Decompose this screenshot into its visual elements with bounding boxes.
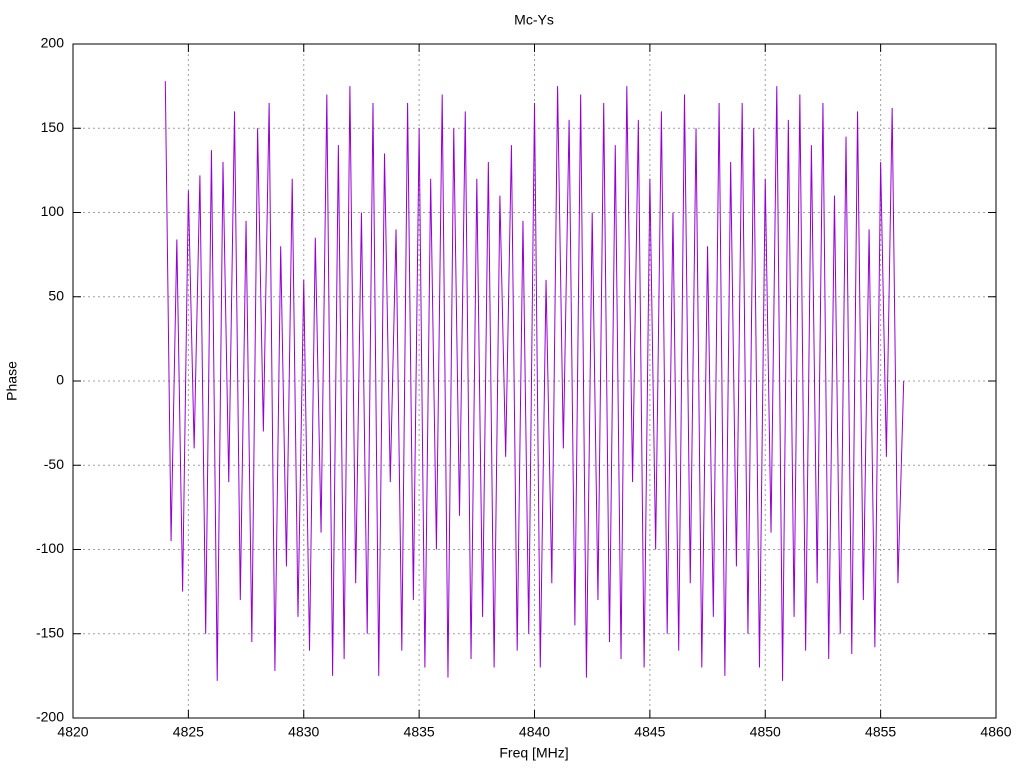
x-tick-label: 4845 — [634, 724, 665, 740]
x-tick-label: 4855 — [865, 724, 896, 740]
y-tick-label: 150 — [41, 119, 65, 135]
y-tick-label: 200 — [41, 35, 65, 51]
x-tick-label: 4830 — [288, 724, 319, 740]
y-axis-label: Phase — [4, 361, 20, 401]
y-tick-label: 100 — [41, 203, 65, 219]
chart-title: Mc-Ys — [514, 12, 554, 28]
plot-frame — [72, 43, 997, 719]
x-tick-label: 4825 — [173, 724, 204, 740]
x-tick-label: 4820 — [57, 724, 88, 740]
x-tick-label: 4840 — [519, 724, 550, 740]
y-tick-label: -50 — [44, 456, 64, 472]
x-tick-label: 4835 — [404, 724, 435, 740]
y-tick-label: -100 — [36, 540, 64, 556]
x-tick-label: 4850 — [750, 724, 781, 740]
y-tick-label: 50 — [48, 287, 64, 303]
data-line — [164, 81, 905, 681]
y-tick-label: -150 — [36, 624, 64, 640]
y-tick-label: 0 — [56, 372, 64, 388]
y-tick-label: -200 — [36, 709, 64, 725]
x-axis-label: Freq [MHz] — [499, 745, 568, 761]
x-tick-label: 4860 — [980, 724, 1011, 740]
